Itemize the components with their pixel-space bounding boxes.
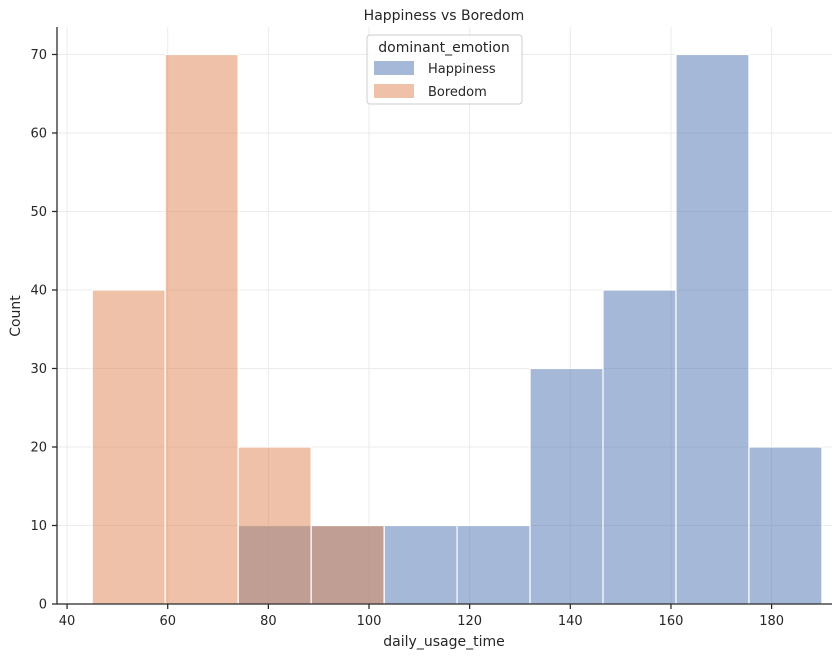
bar-happiness	[456, 524, 531, 605]
x-tick-label: 100	[357, 614, 382, 629]
bar-happiness	[529, 367, 604, 605]
bar-happiness	[748, 446, 823, 605]
x-tick-label: 40	[59, 614, 76, 629]
histogram-bars	[91, 53, 823, 605]
y-tick-label: 30	[30, 362, 47, 377]
tick-labels: 40 60 80 100 120 140 160 180 0 10 20 30 40 50 60 70	[30, 48, 784, 629]
chart-title: Happiness vs Boredom	[364, 8, 525, 24]
y-axis-label: Count	[8, 295, 24, 337]
y-tick-label: 40	[30, 283, 47, 298]
x-axis-label: daily_usage_time	[383, 634, 504, 650]
bar-happiness	[383, 524, 458, 605]
legend-label-happiness: Happiness	[428, 62, 496, 77]
y-tick-label: 0	[39, 598, 47, 613]
bar-boredom	[164, 53, 239, 605]
legend-title: dominant_emotion	[378, 40, 509, 56]
x-tick-label: 140	[558, 614, 583, 629]
bar-happiness	[675, 53, 750, 605]
legend: dominant_emotion Happiness Boredom	[366, 34, 523, 105]
x-tick-label: 80	[260, 614, 277, 629]
y-tick-label: 50	[30, 205, 47, 220]
y-tick-label: 20	[30, 440, 47, 455]
bar-boredom	[310, 524, 385, 605]
bar-boredom	[91, 289, 166, 605]
x-tick-label: 60	[159, 614, 176, 629]
x-tick-label: 120	[457, 614, 482, 629]
legend-swatch-boredom	[374, 84, 414, 98]
bar-boredom	[237, 446, 312, 605]
y-tick-label: 10	[30, 519, 47, 534]
x-tick-label: 160	[659, 614, 684, 629]
axes	[56, 27, 832, 605]
y-tick-label: 70	[30, 48, 47, 63]
x-tick-label: 180	[759, 614, 784, 629]
bar-happiness	[602, 289, 677, 605]
legend-swatch-happiness	[374, 61, 414, 75]
y-tick-label: 60	[30, 126, 47, 141]
legend-label-boredom: Boredom	[428, 85, 487, 100]
